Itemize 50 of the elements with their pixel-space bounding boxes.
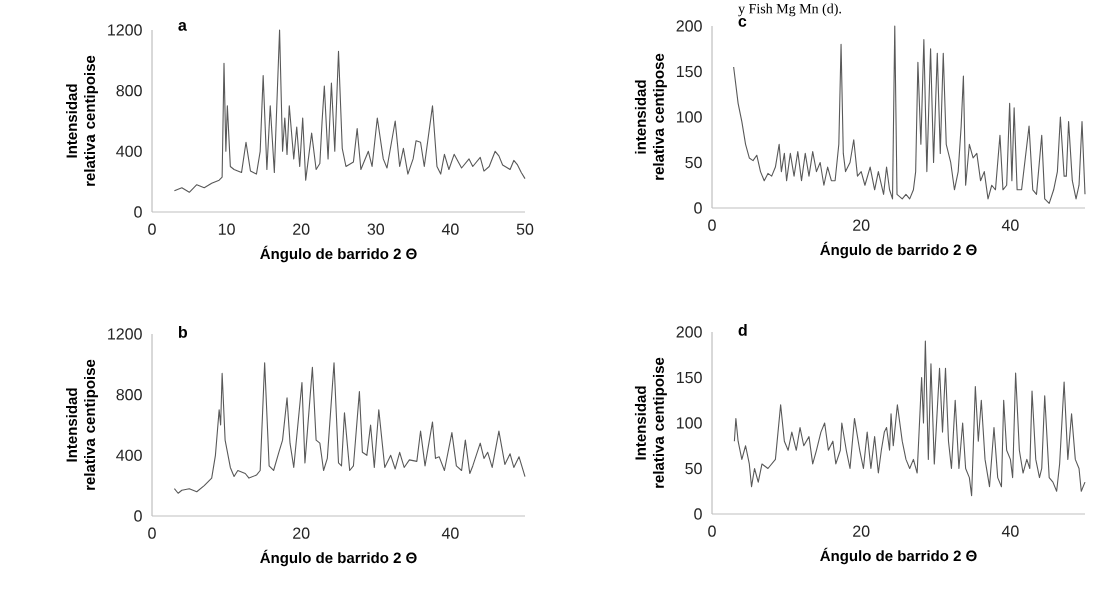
y-axis-title: intensidad relativa centipose xyxy=(634,53,667,180)
y-tick-label: 50 xyxy=(685,462,702,475)
y-tick-label: 150 xyxy=(677,65,702,78)
line-series xyxy=(733,340,1086,497)
line-series xyxy=(173,29,526,193)
text: y Fish Mg Mn (d). xyxy=(738,3,841,17)
y-tick-label: 50 xyxy=(685,156,702,169)
x-tick-label: 40 xyxy=(441,223,459,235)
chart-title: d xyxy=(738,324,747,336)
line-series xyxy=(733,25,1086,204)
x-tick-label: 50 xyxy=(516,223,534,235)
y-tick-label: 200 xyxy=(676,326,702,338)
x-tick-label: 0 xyxy=(148,223,156,235)
y-tick-label: 0 xyxy=(694,508,702,520)
x-axis-title: Ángulo de barrido 2 Θ xyxy=(260,549,417,567)
y-tick-label: 1200 xyxy=(108,24,142,36)
y-tick-label: 150 xyxy=(677,371,702,384)
x-tick-label: 10 xyxy=(218,223,235,235)
y-tick-label: 1200 xyxy=(108,328,142,340)
y-tick-label: 400 xyxy=(116,449,142,461)
line-series xyxy=(173,362,526,494)
x-tick-label: 40 xyxy=(1001,219,1019,231)
x-tick-label: 0 xyxy=(708,219,716,231)
x-axis-title: Ángulo de barrido 2 Θ xyxy=(260,245,417,263)
y-tick-label: 100 xyxy=(677,417,702,429)
y-tick-label: 800 xyxy=(116,389,142,401)
y-axis-title: Intensidad relativa centipoise xyxy=(66,359,99,490)
x-tick-label: 20 xyxy=(853,525,870,537)
x-tick-label: 0 xyxy=(708,525,716,537)
y-axis-title: Intensidad relativa centipoise xyxy=(66,55,99,186)
x-tick-label: 40 xyxy=(441,527,459,539)
x-axis-title: Ángulo de barrido 2 Θ xyxy=(820,241,977,259)
y-tick-label: 800 xyxy=(116,85,142,97)
chart-title: b xyxy=(178,326,188,338)
x-tick-label: 20 xyxy=(293,223,310,235)
x-tick-label: 40 xyxy=(1001,525,1019,537)
x-tick-label: 20 xyxy=(293,527,310,539)
x-tick-label: 0 xyxy=(148,527,156,539)
y-tick-label: 0 xyxy=(134,206,142,218)
x-tick-label: 30 xyxy=(367,223,385,235)
chart-title: a xyxy=(178,22,187,31)
y-tick-label: 0 xyxy=(694,202,702,214)
y-tick-label: 0 xyxy=(134,510,142,522)
chart-title: c xyxy=(738,18,747,27)
y-axis-title: Intensidad relativa centipoise xyxy=(634,357,667,488)
y-tick-label: 100 xyxy=(677,111,702,123)
y-tick-label: 400 xyxy=(116,145,142,157)
y-tick-label: 200 xyxy=(676,20,702,32)
x-axis-title: Ángulo de barrido 2 Θ xyxy=(820,547,977,565)
x-tick-label: 20 xyxy=(853,219,870,231)
